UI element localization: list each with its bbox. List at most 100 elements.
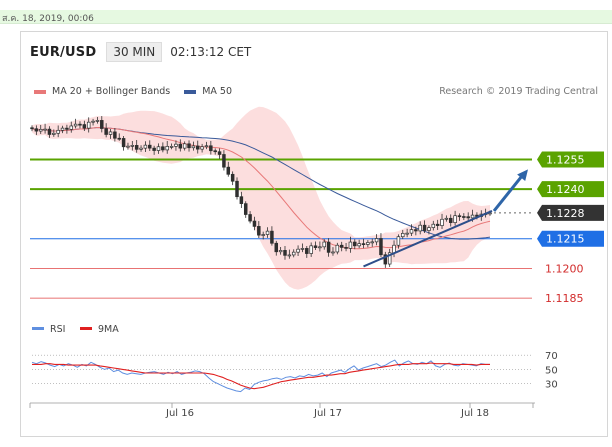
level-tag-1.1185: 1.1185 (545, 292, 584, 305)
rsi-line (31, 359, 490, 393)
candle-body (104, 128, 108, 135)
candle-body (182, 143, 187, 149)
candle-body (405, 232, 409, 235)
candle-body (366, 242, 370, 245)
candle-body (130, 145, 135, 147)
candle-body (43, 128, 47, 131)
candle-body (148, 144, 152, 149)
candle-body (300, 248, 305, 250)
candle-body (370, 241, 374, 244)
candle-body (379, 238, 383, 256)
level-tag-1.1240: 1.1240 (546, 183, 585, 196)
level-tag-1.1255: 1.1255 (546, 153, 585, 166)
candle-body (152, 147, 156, 151)
candle-body (204, 145, 209, 148)
candle-body (139, 147, 143, 150)
candle-body (318, 246, 322, 249)
candle-body (30, 127, 34, 130)
level-tag-1.1228: 1.1228 (546, 207, 585, 220)
projection-arrow-head (517, 169, 528, 182)
candle-body (435, 223, 440, 226)
rsi-ma-line (32, 362, 490, 390)
rsi-ma-legend-swatch (80, 327, 92, 330)
timeframe-badge[interactable]: 30 MIN (106, 42, 163, 62)
candle-body (38, 128, 43, 132)
rsi-tick-70: 70 (545, 351, 558, 362)
candle-body (213, 150, 217, 153)
level-tag-bg-1.1240 (537, 181, 604, 198)
candle-body (383, 254, 388, 265)
candle-body (243, 203, 248, 215)
rsi-tick-30: 30 (545, 380, 558, 391)
candle-body (230, 173, 235, 182)
candle-body (414, 229, 418, 232)
rsi-legend-swatch (32, 327, 44, 330)
candle-body (422, 224, 427, 231)
candle-body (34, 128, 39, 132)
candle-body (427, 227, 431, 231)
ma20-swatch (34, 89, 46, 94)
candle-body (274, 242, 279, 253)
candle-body (470, 214, 475, 219)
candle-body (239, 196, 244, 204)
candle-body (313, 245, 318, 248)
rsi-tick-50: 50 (545, 365, 558, 376)
rsi-legend-label: RSI (50, 324, 65, 335)
candle-body (440, 218, 444, 226)
ma20-legend-label: MA 20 + Bollinger Bands (52, 86, 171, 97)
candle-body (283, 250, 287, 256)
candle-body (165, 146, 169, 151)
x-tick-label-jul-16: Jul 16 (165, 408, 194, 419)
candle-body (56, 129, 60, 134)
candle-body (100, 120, 104, 129)
candle-body (453, 215, 457, 223)
candle-body (60, 127, 65, 131)
candle-body (357, 243, 361, 247)
candle-body (401, 232, 405, 238)
clock-text: 02:13:12 CET (170, 45, 252, 59)
candle-body (353, 241, 357, 247)
candle-body (261, 234, 265, 236)
x-tick-label-jul-18: Jul 18 (460, 408, 489, 419)
candle-body (248, 214, 252, 222)
candle-body (73, 123, 78, 127)
candle-body (257, 226, 261, 236)
candle-body (344, 247, 348, 249)
level-tag-bg-1.1255 (537, 151, 604, 168)
candle-body (387, 252, 392, 265)
candle-body (196, 145, 200, 150)
candle-body (143, 144, 148, 149)
chart-header: EUR/USD 30 MIN 02:13:12 CET (30, 40, 251, 64)
candle-body (161, 146, 165, 151)
candle-body (174, 143, 178, 147)
candle-body (126, 145, 130, 148)
candle-body (52, 132, 56, 135)
candle-body (392, 244, 396, 254)
candle-body (444, 217, 449, 220)
candle-body (65, 127, 69, 130)
candle-body (296, 248, 300, 253)
indicator-legend: MA 20 + Bollinger Bands MA 50 (34, 86, 232, 97)
date-text: ส.ค. 18, 2019, 00:06 (2, 14, 94, 24)
trend-line (363, 210, 493, 268)
candle-body (191, 145, 196, 149)
credit-text: Research © 2019 Trading Central (439, 86, 598, 97)
candle-body (431, 223, 436, 228)
candle-body (91, 120, 95, 123)
candle-body (361, 243, 366, 245)
candle-body (78, 123, 82, 126)
bollinger-band (32, 106, 490, 290)
level-tag-bg-1.1228 (537, 204, 604, 221)
candle-body (217, 151, 222, 155)
candle-body (339, 244, 344, 248)
candle-body (86, 121, 91, 129)
candle-body (156, 146, 161, 151)
candle-body (209, 145, 213, 152)
candle-body (396, 236, 401, 246)
candle-body (335, 244, 340, 253)
candle-body (226, 166, 231, 175)
candle-body (121, 138, 126, 148)
ma50-swatch (184, 89, 197, 94)
candle-body (117, 137, 121, 140)
